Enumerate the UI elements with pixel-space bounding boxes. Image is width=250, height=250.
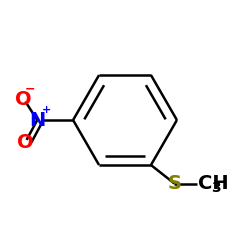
Text: O: O	[17, 133, 34, 152]
Text: N: N	[29, 110, 45, 130]
Text: CH: CH	[198, 174, 228, 193]
Text: −: −	[25, 83, 35, 96]
Text: +: +	[42, 105, 51, 115]
Text: 3: 3	[211, 180, 220, 194]
Text: O: O	[14, 90, 31, 108]
Text: S: S	[168, 174, 181, 193]
